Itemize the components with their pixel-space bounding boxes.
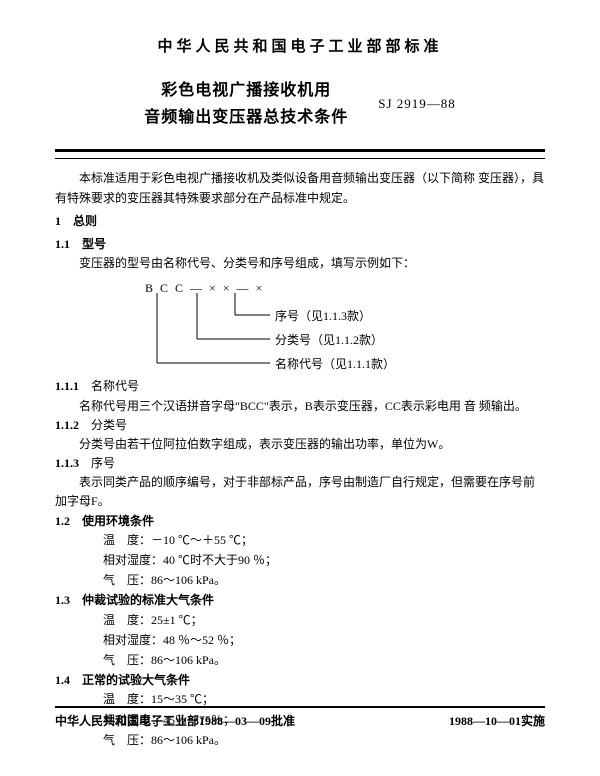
section-1-1-1: 1.1.1 名称代号	[55, 377, 545, 396]
standard-code: SJ 2919—88	[378, 94, 456, 115]
sec-title: 总则	[73, 214, 97, 228]
header-org: 中华人民共和国电子工业部部标准	[55, 35, 545, 59]
sec-title: 使用环境条件	[82, 514, 154, 528]
sec-title: 分类号	[91, 418, 127, 432]
rule-thin	[55, 158, 545, 159]
env-pres: 气 压：86～106 kPa。	[103, 571, 545, 590]
s1-1-1-text: 名称代号用三个汉语拼音字母"BCC"表示，B表示变压器，CC表示彩电用 音 频输…	[55, 397, 545, 416]
s1-1-text: 变压器的型号由名称代号、分类号和序号组成，填写示例如下：	[55, 254, 545, 273]
title-row: 彩色电视广播接收机用 音频输出变压器总技术条件 SJ 2919—88	[55, 77, 545, 131]
doc-title: 彩色电视广播接收机用 音频输出变压器总技术条件	[144, 77, 348, 131]
sec-title: 型号	[82, 237, 106, 251]
sec-title: 序号	[91, 456, 115, 470]
section-1-1-3: 1.1.3 序号	[55, 454, 545, 473]
env-temp: 温 度：25±1 ℃；	[103, 611, 545, 630]
sec-num: 1.1.3	[55, 456, 79, 470]
diagram-label-cls: 分类号（见1.1.2款）	[275, 331, 383, 350]
env-temp: 温 度：－10 ℃～＋55 ℃；	[103, 531, 545, 550]
section-1-1-2: 1.1.2 分类号	[55, 416, 545, 435]
diagram-label-name: 名称代号（见1.1.1款）	[275, 355, 395, 374]
sec-num: 1	[55, 214, 61, 228]
sec-title: 正常的试验大气条件	[82, 673, 190, 687]
env-hum: 相对湿度：48 ％～52 ％；	[103, 631, 545, 650]
env-hum: 相对湿度：40 ℃时不大于90 ％；	[103, 551, 545, 570]
sec-title: 名称代号	[91, 379, 139, 393]
sec-num: 1.4	[55, 673, 70, 687]
diagram-label-seq: 序号（见1.1.3款）	[275, 307, 371, 326]
section-1-2: 1.2 使用环境条件	[55, 512, 545, 531]
env-1-3: 温 度：25±1 ℃； 相对湿度：48 ％～52 ％； 气 压：86～106 k…	[103, 611, 545, 671]
title-line1: 彩色电视广播接收机用	[144, 77, 348, 104]
section-1-3: 1.3 仲裁试验的标准大气条件	[55, 591, 545, 610]
env-1-2: 温 度：－10 ℃～＋55 ℃； 相对湿度：40 ℃时不大于90 ％； 气 压：…	[103, 531, 545, 591]
title-line2: 音频输出变压器总技术条件	[144, 104, 348, 131]
sec-num: 1.1.2	[55, 418, 79, 432]
sec-num: 1.1.1	[55, 379, 79, 393]
footer-effective: 1988—10—01实施	[449, 712, 545, 731]
section-1-1: 1.1 型号	[55, 235, 545, 254]
sec-num: 1.2	[55, 514, 70, 528]
sec-num: 1.1	[55, 237, 70, 251]
s1-1-3-text: 表示同类产品的顺序编号，对于非部标产品，序号由制造厂自行规定，但需要在序号前加字…	[55, 473, 545, 511]
env-pres: 气 压：86～106 kPa。	[103, 651, 545, 670]
env-pres: 气 压：86～106 kPa。	[103, 731, 545, 750]
sec-num: 1.3	[55, 593, 70, 607]
sec-title: 仲裁试验的标准大气条件	[82, 593, 214, 607]
model-code-diagram: B C C — × × — × 序号（见1.1.3款） 分类号（见1.1.2款）…	[55, 279, 545, 369]
section-1-4: 1.4 正常的试验大气条件	[55, 671, 545, 690]
footer-approval: 中华人民共和国电子工业部1988—03—09批准	[55, 712, 295, 731]
section-1: 1 总则	[55, 212, 545, 231]
intro-para: 本标准适用于彩色电视广播接收机及类似设备用音频输出变压器（以下简称 变压器），具…	[55, 169, 545, 207]
rule-thick	[55, 149, 545, 152]
s1-1-2-text: 分类号由若干位阿拉伯数字组成，表示变压器的输出功率，单位为W。	[55, 435, 545, 454]
footer-bar: 中华人民共和国电子工业部1988—03—09批准 1988—10—01实施	[55, 706, 545, 731]
